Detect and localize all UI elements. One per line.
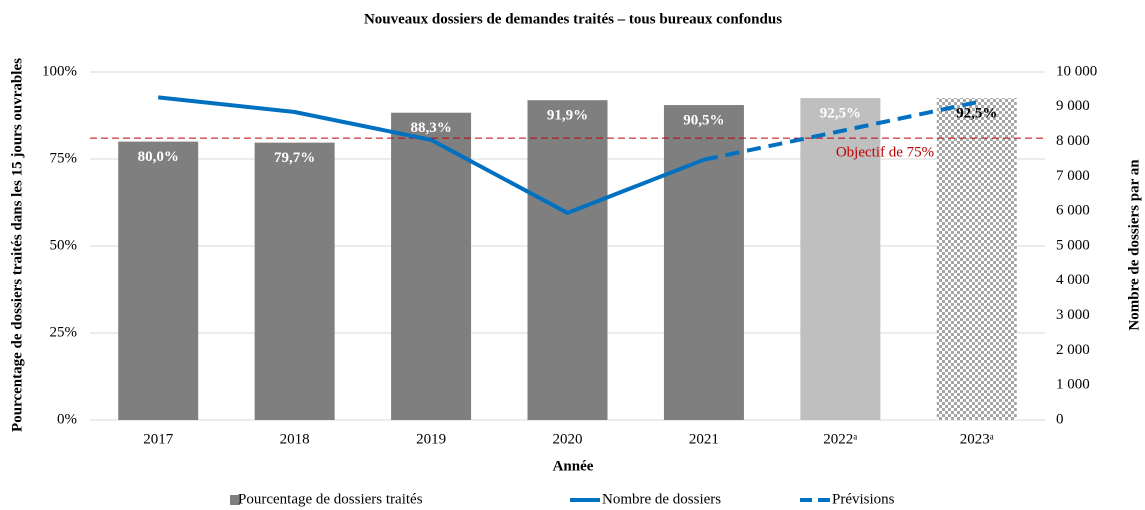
y-tick-label: 0% (57, 411, 77, 427)
line (703, 100, 978, 162)
y-tick-label: 75% (50, 150, 78, 166)
data-label: 80,0% (138, 149, 179, 165)
y2-tick-label: 2 000 (1056, 342, 1090, 358)
legend-swatch (230, 495, 240, 505)
x-tick-label: 2018 (280, 431, 310, 447)
x-tick-label: 2021 (689, 431, 719, 447)
data-label: 92,5% (956, 106, 997, 122)
data-label: 92,5% (820, 106, 861, 122)
x-tick-label: 2023ᵃ (960, 431, 994, 447)
legend-label: Pourcentage de dossiers traités (238, 491, 423, 507)
data-label: 88,3% (410, 120, 451, 136)
y-axis-title: Pourcentage de dossiers traités dans les… (9, 58, 25, 432)
bar (391, 112, 472, 420)
x-axis-title: Année (553, 458, 594, 474)
y2-tick-label: 7 000 (1056, 168, 1090, 184)
x-tick-label: 2022ᵃ (823, 431, 857, 447)
y2-tick-label: 8 000 (1056, 133, 1090, 149)
x-tick-label: 2020 (553, 431, 583, 447)
y-tick-label: 100% (42, 63, 77, 79)
y2-tick-label: 1 000 (1056, 377, 1090, 393)
y2-tick-label: 3 000 (1056, 307, 1090, 323)
bar (527, 100, 608, 421)
y-tick-label: 50% (50, 237, 78, 253)
x-tick-label: 2017 (143, 431, 174, 447)
line (158, 95, 705, 216)
y2-tick-label: 9 000 (1056, 98, 1090, 114)
data-label: 90,5% (683, 112, 724, 128)
reference-label: Objectif de 75% (836, 145, 934, 161)
legend-label: Prévisions (832, 491, 895, 507)
data-label: 79,7% (274, 150, 315, 166)
bar (663, 105, 744, 420)
y2-tick-label: 0 (1056, 411, 1064, 427)
bar (800, 98, 881, 420)
y-tick-label: 25% (50, 324, 78, 340)
chart-title: Nouveaux dossiers de demandes traités – … (364, 11, 782, 27)
x-tick-label: 2019 (416, 431, 446, 447)
legend-label: Nombre de dossiers (602, 491, 721, 507)
y2-tick-label: 10 000 (1056, 63, 1097, 79)
bar (936, 98, 1017, 420)
y2-tick-label: 6 000 (1056, 203, 1090, 219)
data-label: 91,9% (547, 108, 588, 124)
y2-tick-label: 5 000 (1056, 237, 1090, 253)
y2-axis-title: Nombre de dossiers par an (1126, 159, 1142, 331)
y2-tick-label: 4 000 (1056, 272, 1090, 288)
bar (118, 141, 199, 420)
bar (254, 142, 335, 421)
